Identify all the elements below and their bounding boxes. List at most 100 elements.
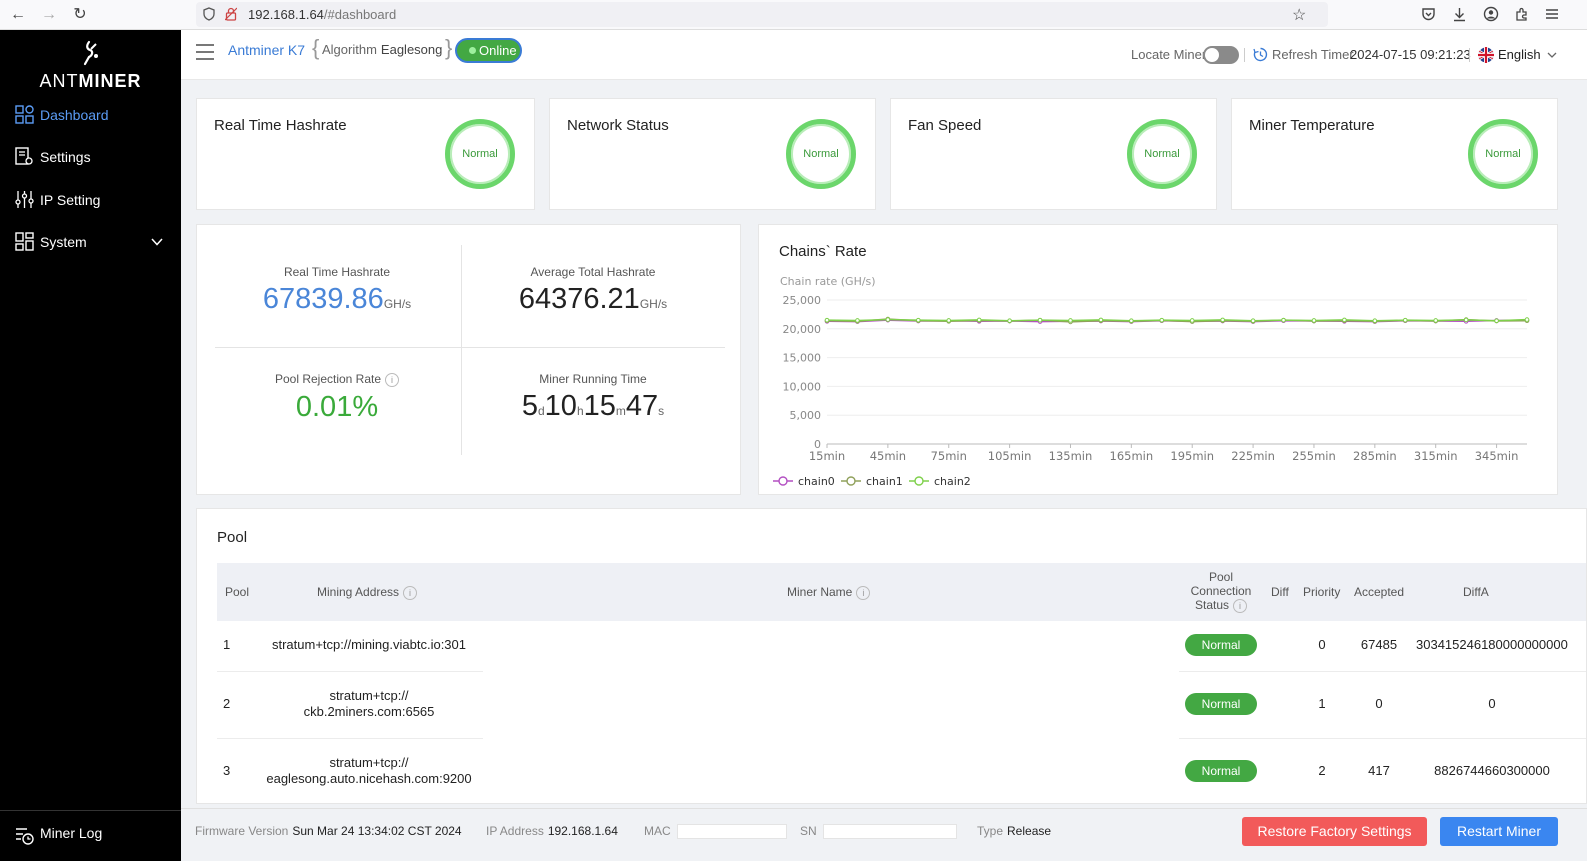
status-card-title: Fan Speed — [908, 117, 982, 134]
legend-label-chain0: chain0 — [798, 475, 835, 488]
extensions-icon[interactable] — [1514, 6, 1530, 22]
chart-point-chain2 — [855, 318, 860, 323]
pool-title: Pool — [217, 529, 248, 546]
column-header-diff: Diff — [1271, 585, 1289, 599]
sidebar-item-dashboard[interactable]: Dashboard — [0, 95, 181, 135]
mining-address: stratum+tcp://ckb.2miners.com:6565 — [247, 688, 491, 720]
chart-x-tick-label: 225min — [1231, 449, 1275, 463]
info-icon[interactable]: i — [403, 585, 418, 600]
chart-point-chain2 — [1281, 317, 1286, 323]
firmware-value: Sun Mar 24 13:34:02 CST 2024 — [292, 824, 462, 838]
chains-rate-chart: Chain rate (GH/s) 25,000 20,000 15,000 10,0… — [773, 275, 1530, 488]
sidebar-item-ip-setting[interactable]: IP Setting — [0, 180, 181, 220]
legend-swatch-marker — [914, 476, 924, 486]
hamburger-icon[interactable] — [195, 42, 215, 62]
sidebar-item-system[interactable]: System — [0, 222, 181, 262]
column-header-pool: Pool — [225, 585, 250, 599]
divider — [217, 671, 483, 672]
refresh-timer-label: Refresh Timer — [1272, 47, 1354, 62]
restart-miner-button[interactable]: Restart Miner — [1440, 817, 1558, 846]
realtime-hashrate-value: 67839.86 — [262, 283, 384, 315]
divider — [215, 347, 725, 348]
footer-label: SN — [800, 824, 817, 838]
status-card-network: Network Status Normal — [549, 98, 876, 210]
antminer-logo-mark-icon — [83, 40, 98, 66]
chart-point-chain2 — [1007, 318, 1012, 324]
reload-icon[interactable]: ↻ — [73, 6, 87, 23]
info-icon[interactable]: i — [856, 585, 871, 600]
info-icon[interactable]: i — [1233, 598, 1248, 613]
online-dot-icon — [469, 47, 476, 54]
chart-point-chain2 — [976, 317, 982, 323]
status-card-fan: Fan Speed Normal — [890, 98, 1217, 210]
pocket-icon[interactable] — [1421, 7, 1436, 22]
account-icon[interactable] — [1483, 6, 1499, 22]
priority-value: 0 — [1318, 637, 1326, 652]
locate-miner-toggle[interactable] — [1203, 46, 1239, 64]
mac-value-redacted — [676, 824, 787, 840]
address-line: ckb.2miners.com:6565 — [303, 704, 435, 719]
miner-log-link[interactable]: Miner Log — [0, 810, 181, 861]
bookmark-star-icon[interactable]: ☆ — [1292, 7, 1307, 24]
chart-point-chain2 — [1098, 317, 1104, 323]
address-bar[interactable]: 192.168.1.64/#dashboard ☆ — [196, 2, 1328, 27]
sidebar-item-label: IP Setting — [40, 192, 101, 208]
online-status-badge: Online — [455, 38, 522, 63]
chart-y-tick-label: 0 — [814, 438, 821, 451]
chart-point-chain2 — [1463, 317, 1469, 323]
chart-point-chain2 — [1159, 317, 1165, 323]
stat-unit: d — [537, 404, 545, 418]
url-text: 192.168.1.64/#dashboard — [248, 7, 396, 22]
column-header-diffa: DiffA — [1463, 585, 1489, 599]
miner-log-label: Miner Log — [40, 825, 103, 841]
runtime-days: 5 — [521, 390, 538, 422]
chart-point-chain2 — [1402, 317, 1408, 323]
url-path: /#dashboard — [323, 7, 397, 22]
pool-number: 1 — [223, 637, 231, 652]
download-icon[interactable] — [1452, 7, 1467, 22]
chart-x-tick-label: 345min — [1475, 449, 1519, 463]
status-ring-label: Normal — [462, 148, 498, 160]
footer-label: Firmware Version — [195, 824, 289, 838]
chart-point-chain2 — [885, 317, 891, 322]
mining-address: stratum+tcp://eaglesong.auto.nicehash.co… — [247, 755, 491, 787]
back-arrow-icon[interactable]: ← — [10, 6, 26, 23]
header-label: Miner Name — [787, 585, 853, 599]
chart-x-tick-label: 75min — [931, 449, 967, 463]
chart-x-tick-label: 135min — [1049, 449, 1093, 463]
accepted-value: 417 — [1368, 763, 1390, 778]
sidebar-item-settings[interactable]: Settings — [0, 137, 181, 177]
refresh-timer-icon[interactable] — [1253, 47, 1268, 62]
diffa-value: 303415246180000000000 — [1416, 637, 1568, 652]
miner-model: Antminer K7 — [228, 42, 306, 58]
info-icon[interactable]: i — [385, 372, 400, 387]
status-ring: Normal — [445, 119, 515, 189]
divider — [1179, 738, 1586, 739]
status-ring-label: Normal — [1485, 148, 1521, 160]
chart-point-chain2 — [1129, 318, 1134, 324]
chart-ylabel: Chain rate (GH/s) — [780, 275, 876, 288]
chart-point-chain2 — [1342, 317, 1347, 323]
browser-toolbar: ← → ↻ 192.168.1.64/#dashboard ☆ — [0, 0, 1587, 30]
restore-factory-settings-button[interactable]: Restore Factory Settings — [1242, 817, 1427, 846]
chart-y-tick-label: 25,000 — [783, 294, 822, 307]
language-select[interactable]: English — [1498, 47, 1557, 62]
firmware-version: Firmware Version Sun Mar 24 13:34:02 CST … — [195, 824, 462, 838]
status-card-hashrate: Real Time Hashrate Normal — [196, 98, 535, 210]
running-time-value: 5d10h15m47s — [473, 390, 713, 423]
stat-unit: GH/s — [639, 297, 668, 311]
locate-miner-label: Locate Miner — [1131, 47, 1207, 62]
stat-unit: h — [576, 404, 584, 418]
chains-rate-card: Chains` Rate Chain rate (GH/s) 25,000 20,… — [758, 224, 1558, 495]
hashrate-stats-card: Real Time Hashrate 67839.86GH/s Average … — [196, 224, 741, 495]
stat-unit: s — [658, 404, 665, 418]
logo-text-light: ANT — [39, 71, 79, 91]
accepted-value: 0 — [1375, 696, 1383, 711]
divider — [461, 245, 462, 455]
menu-icon[interactable] — [1545, 7, 1559, 21]
chart-point-chain2 — [946, 318, 952, 323]
header-label: Status — [1194, 598, 1230, 612]
serial-number: SN — [800, 824, 957, 840]
footer-label: Type — [977, 824, 1004, 838]
forward-arrow-icon[interactable]: → — [41, 6, 57, 23]
